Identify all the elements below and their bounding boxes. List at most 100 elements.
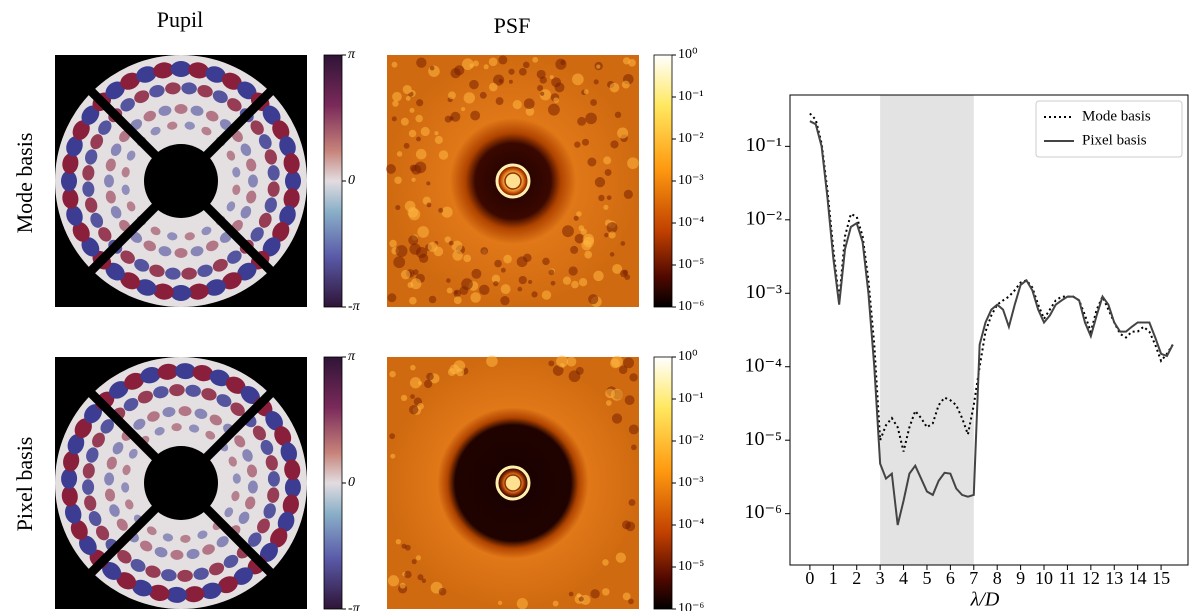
speckle bbox=[555, 58, 567, 70]
speckle bbox=[583, 89, 589, 95]
phase-blob bbox=[66, 205, 83, 226]
phase-blob bbox=[82, 181, 95, 197]
phase-blob bbox=[181, 82, 197, 95]
speckle bbox=[516, 598, 528, 610]
speckle bbox=[615, 552, 626, 563]
speckle bbox=[550, 280, 556, 286]
phase-blob bbox=[147, 411, 160, 422]
speckle bbox=[578, 596, 584, 602]
speckle bbox=[508, 68, 515, 75]
x-tick-label: 8 bbox=[993, 568, 1002, 588]
speckle bbox=[620, 269, 628, 278]
phase-blob bbox=[181, 267, 197, 280]
phase-blob bbox=[216, 536, 229, 548]
speckle bbox=[479, 284, 490, 296]
speckle bbox=[493, 280, 499, 287]
phase-blob bbox=[245, 496, 256, 510]
speckle bbox=[415, 148, 427, 160]
phase-blob bbox=[153, 386, 169, 399]
speckle bbox=[562, 225, 574, 238]
spider bbox=[203, 386, 278, 461]
speckle bbox=[556, 355, 569, 368]
phase-blob bbox=[228, 456, 237, 467]
speckle bbox=[604, 169, 612, 176]
speckle bbox=[441, 206, 453, 218]
phase-blob bbox=[82, 479, 95, 495]
speckle bbox=[528, 279, 533, 285]
phase-blob bbox=[72, 120, 90, 141]
speckle bbox=[614, 111, 622, 119]
speckle bbox=[548, 360, 555, 367]
phase-blob bbox=[240, 143, 252, 157]
phase-blob bbox=[161, 569, 177, 582]
phase-blob bbox=[167, 232, 178, 241]
phase-blob bbox=[125, 499, 134, 510]
speckle bbox=[593, 270, 604, 282]
phase-blob bbox=[170, 549, 184, 560]
phase-blob bbox=[242, 449, 253, 462]
phase-blob bbox=[126, 150, 136, 161]
speckle bbox=[596, 64, 601, 69]
phase-blob bbox=[202, 544, 215, 555]
speckle bbox=[395, 245, 408, 258]
phase-blob bbox=[274, 426, 292, 447]
speckle bbox=[393, 256, 406, 269]
speckle bbox=[540, 91, 545, 96]
phase-blob bbox=[209, 369, 230, 387]
phase-blob bbox=[178, 406, 192, 417]
phase-blob bbox=[212, 90, 228, 104]
phase-blob bbox=[82, 165, 95, 181]
x-tick-label: 15 bbox=[1152, 568, 1170, 588]
speckle bbox=[416, 57, 427, 68]
colorbar-tick-label: 10⁻² bbox=[678, 131, 704, 146]
speckle bbox=[568, 591, 574, 597]
x-tick-label: 12 bbox=[1082, 568, 1100, 588]
phase-blob bbox=[262, 105, 281, 125]
phase-blob bbox=[162, 533, 174, 542]
phase-blob bbox=[84, 404, 103, 424]
phase-blob bbox=[136, 279, 157, 296]
speckle bbox=[574, 141, 581, 148]
x-tick-label: 3 bbox=[876, 568, 885, 588]
legend-label: Pixel basis bbox=[1082, 132, 1147, 148]
speckle bbox=[537, 85, 544, 92]
speckle bbox=[611, 355, 623, 368]
colorbar-tick-label: 10⁻⁶ bbox=[678, 601, 704, 611]
spider bbox=[84, 386, 159, 461]
phase-blob bbox=[120, 98, 135, 112]
phase-blob bbox=[63, 450, 80, 472]
phase-blob bbox=[190, 105, 204, 116]
speckle bbox=[568, 266, 578, 276]
phase-blob bbox=[226, 201, 236, 212]
phase-blob bbox=[95, 525, 110, 541]
phase-blob bbox=[121, 184, 130, 195]
phase-blob bbox=[146, 526, 157, 536]
psf-image bbox=[386, 55, 639, 308]
phase-blob bbox=[188, 283, 209, 300]
speckle bbox=[618, 365, 628, 375]
phase-blob bbox=[248, 174, 258, 188]
speckle bbox=[610, 140, 619, 149]
speckle bbox=[418, 253, 429, 263]
phase-blob bbox=[240, 205, 252, 219]
phase-blob bbox=[109, 504, 120, 517]
phase-blob bbox=[126, 201, 136, 212]
speckle bbox=[606, 222, 618, 234]
speckle bbox=[400, 394, 408, 402]
phase-blob bbox=[184, 121, 195, 130]
phase-blob bbox=[110, 143, 122, 157]
speckle bbox=[578, 225, 585, 231]
speckle bbox=[408, 235, 419, 246]
phase-blob bbox=[123, 397, 139, 412]
speckle bbox=[409, 164, 417, 172]
phase-blob bbox=[284, 477, 301, 498]
phase-blob bbox=[82, 463, 95, 479]
legend-label: Mode basis bbox=[1082, 108, 1151, 124]
colorbar-tick-label: 10⁻⁴ bbox=[678, 215, 704, 230]
speckle bbox=[444, 115, 452, 123]
speckle bbox=[508, 79, 513, 84]
speckle bbox=[603, 156, 612, 165]
speckle bbox=[469, 79, 479, 90]
central-obscuration bbox=[144, 446, 218, 520]
phase-blob bbox=[272, 120, 290, 141]
